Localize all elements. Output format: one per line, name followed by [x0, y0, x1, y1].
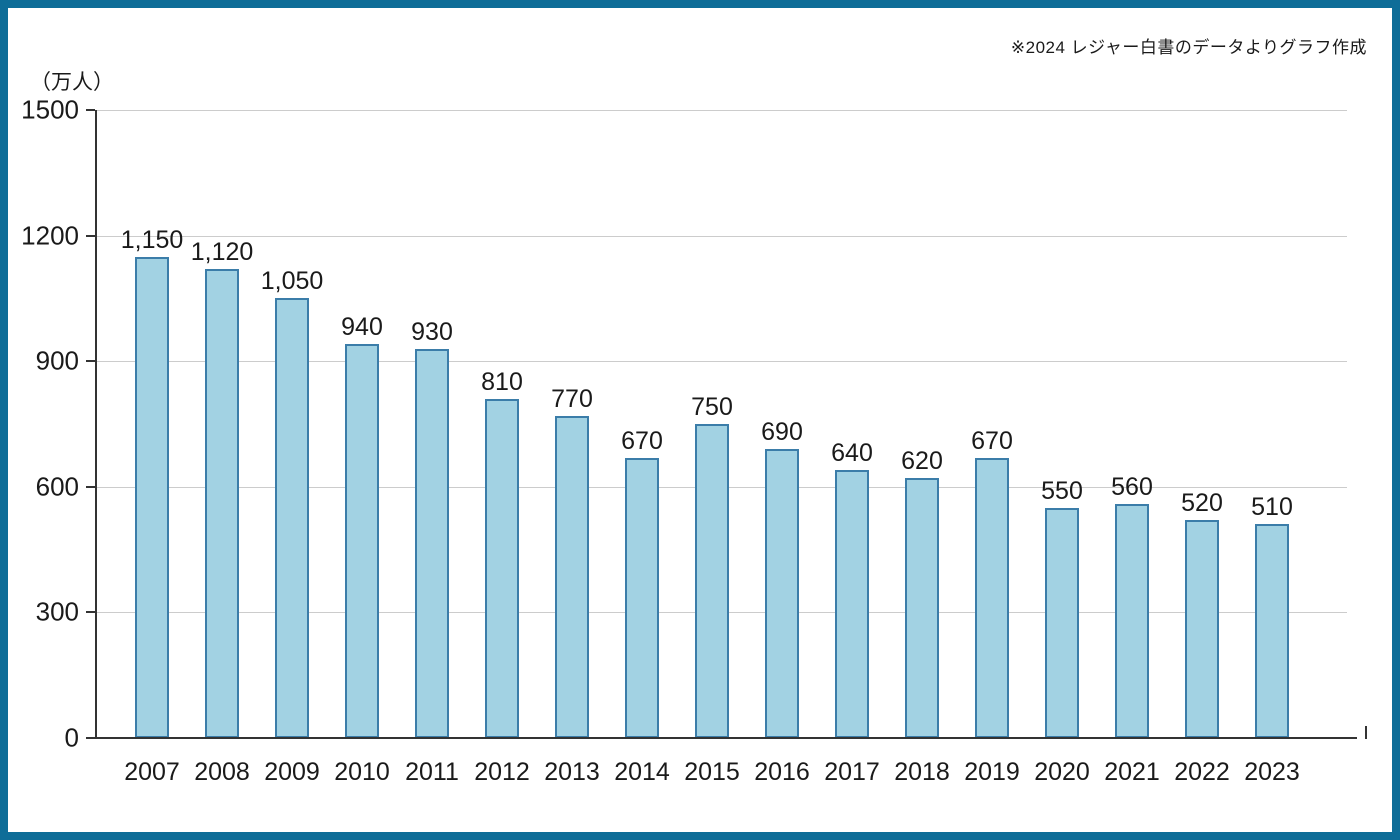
bar-value-label-2008: 1,120 — [190, 238, 254, 267]
x-axis-label-2010: 2010 — [334, 758, 390, 786]
bar-2017 — [835, 470, 869, 738]
bar-slot-2016: 690 2016 — [747, 110, 817, 786]
bar-slot-2021: 560 2021 — [1097, 110, 1167, 786]
bar-slot-2023: 510 2023 — [1237, 110, 1307, 786]
bar-slot-2022: 520 2022 — [1167, 110, 1237, 786]
bars-container: 1,150 2007 1,120 2008 1,050 2009 940 2010 930 201… — [117, 110, 1307, 787]
x-axis-end-tick — [1365, 726, 1367, 739]
bar-value-label-2017: 640 — [831, 439, 873, 468]
bar-slot-2013: 770 2013 — [537, 110, 607, 786]
x-axis-label-2017: 2017 — [824, 758, 880, 786]
source-note: ※2024 レジャー白書のデータよりグラフ作成 — [1010, 38, 1367, 57]
bar-2018 — [905, 478, 939, 738]
gridline-1500 — [95, 110, 1347, 111]
bar-slot-2020: 550 2020 — [1027, 110, 1097, 786]
y-tick-label-300: 300 — [35, 596, 79, 627]
y-tick-1200 — [86, 234, 95, 237]
y-tick-900 — [86, 360, 95, 363]
x-axis-label-2008: 2008 — [194, 758, 250, 786]
bar-value-label-2020: 550 — [1041, 476, 1083, 505]
bar-value-label-2016: 690 — [761, 418, 803, 447]
bar-2022 — [1185, 520, 1219, 738]
y-tick-label-1500: 1500 — [21, 94, 79, 125]
bar-2023 — [1255, 524, 1289, 738]
bar-slot-2014: 670 2014 — [607, 110, 677, 786]
bar-slot-2010: 940 2010 — [327, 110, 397, 786]
bar-value-label-2023: 510 — [1251, 493, 1293, 522]
x-axis-label-2014: 2014 — [614, 758, 670, 786]
bar-slot-2019: 670 2019 — [957, 110, 1027, 786]
bar-2013 — [555, 415, 589, 738]
bar-2014 — [625, 457, 659, 738]
y-tick-label-1200: 1200 — [21, 220, 79, 251]
bar-2015 — [695, 424, 729, 738]
bar-value-label-2010: 940 — [341, 313, 383, 342]
bar-2009 — [275, 298, 309, 738]
y-tick-label-900: 900 — [35, 345, 79, 376]
bar-value-label-2014: 670 — [621, 426, 663, 455]
x-axis-label-2020: 2020 — [1034, 758, 1090, 786]
gridline-900 — [95, 361, 1347, 363]
bar-slot-2018: 620 2018 — [887, 110, 957, 786]
plot-area: 0 300 600 900 1200 1500 1,150 2007 1,120 2008 1,0… — [21, 95, 1367, 787]
bar-2019 — [975, 457, 1009, 738]
bar-value-label-2015: 750 — [691, 393, 733, 421]
bar-slot-2015: 750 2015 — [677, 110, 747, 787]
bar-2008 — [205, 269, 239, 738]
bar-slot-2011: 930 2011 — [397, 110, 467, 786]
bar-value-label-2019: 670 — [971, 426, 1013, 455]
x-axis-label-2012: 2012 — [474, 758, 530, 786]
bar-slot-2017: 640 2017 — [817, 110, 887, 786]
x-axis-label-2015: 2015 — [684, 758, 740, 786]
bar-2010 — [345, 344, 379, 738]
bar-value-label-2018: 620 — [901, 447, 943, 476]
bar-2012 — [485, 398, 519, 738]
bar-2020 — [1045, 507, 1079, 738]
x-axis-label-2023: 2023 — [1244, 758, 1300, 786]
x-axis-label-2021: 2021 — [1104, 758, 1160, 786]
y-axis-unit-label: （万人） — [30, 71, 114, 94]
y-tick-1500 — [86, 109, 95, 111]
y-tick-300 — [86, 611, 95, 614]
bar-value-label-2013: 770 — [551, 384, 593, 413]
bar-value-label-2022: 520 — [1181, 489, 1223, 518]
gridline-1200 — [95, 235, 1347, 237]
bar-2021 — [1115, 503, 1149, 738]
x-axis-label-2009: 2009 — [264, 758, 320, 786]
y-tick-label-0: 0 — [64, 722, 79, 753]
bar-value-label-2012: 810 — [481, 367, 523, 396]
y-tick-label-600: 600 — [35, 471, 79, 502]
bar-2011 — [415, 348, 449, 738]
x-axis-label-2013: 2013 — [544, 758, 600, 786]
bar-value-label-2021: 560 — [1111, 472, 1153, 501]
x-axis-label-2011: 2011 — [405, 758, 459, 786]
x-axis-label-2019: 2019 — [964, 758, 1020, 786]
bar-slot-2008: 1,120 2008 — [187, 110, 257, 786]
bar-2007 — [135, 256, 169, 738]
bar-slot-2007: 1,150 2007 — [117, 110, 187, 786]
x-axis-label-2007: 2007 — [124, 758, 180, 786]
bar-slot-2012: 810 2012 — [467, 110, 537, 786]
bar-value-label-2009: 1,050 — [260, 267, 324, 296]
x-axis-label-2018: 2018 — [894, 758, 950, 786]
x-axis-label-2016: 2016 — [754, 758, 810, 786]
bar-slot-2009: 1,050 2009 — [257, 110, 327, 786]
x-axis-label-2022: 2022 — [1174, 758, 1230, 786]
bar-2016 — [765, 449, 799, 738]
y-tick-600 — [86, 485, 95, 488]
bar-value-label-2011: 930 — [411, 317, 453, 346]
x-axis-line — [95, 726, 1367, 739]
y-tick-0 — [86, 737, 95, 739]
y-axis-line — [95, 110, 97, 738]
bar-value-label-2007: 1,150 — [120, 225, 184, 254]
